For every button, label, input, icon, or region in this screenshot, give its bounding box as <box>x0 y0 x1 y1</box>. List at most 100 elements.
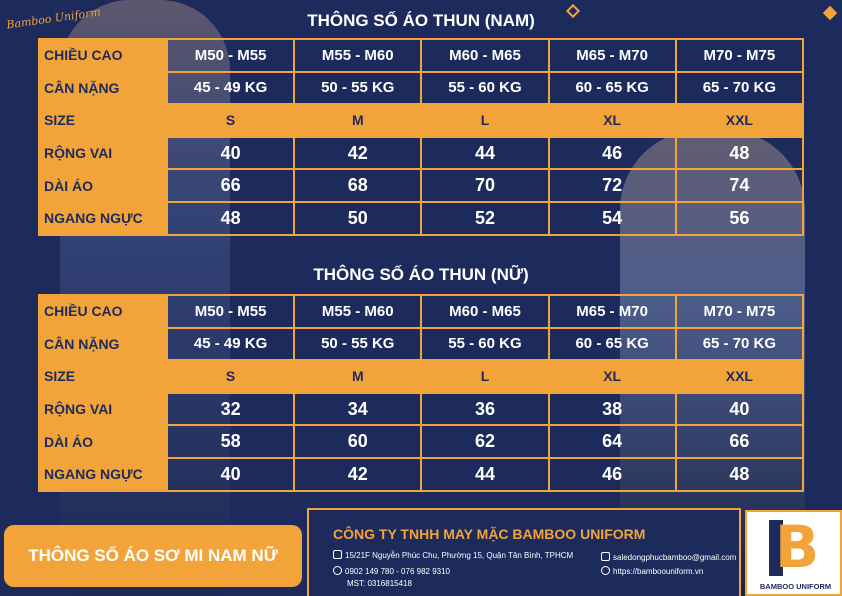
website-link[interactable]: https://bamboouniform.vn <box>613 567 704 576</box>
table-cell: 58 <box>165 424 296 459</box>
table-cell: M60 - M65 <box>420 294 550 329</box>
table-cell: 60 <box>293 424 423 459</box>
table-cell: M50 - M55 <box>165 38 296 73</box>
table-cell: 50 <box>293 200 423 236</box>
email-link[interactable]: saledongphucbamboo@gmail.com <box>613 553 737 562</box>
table-cell: 66 <box>165 168 296 203</box>
table-cell: 50 - 55 KG <box>293 326 423 362</box>
table-cell: 64 <box>547 424 677 459</box>
table-cell: 54 <box>547 200 677 236</box>
table-cell: S <box>165 359 296 394</box>
address-text: 15/21F Nguyễn Phúc Chu, Phường 15, Quận … <box>345 551 574 560</box>
size-table-women: CHIỀU CAO M50 - M55 M55 - M60 M60 - M65 … <box>38 294 805 492</box>
logo-letter-shape: B <box>775 513 820 581</box>
table-cell: 40 <box>165 135 296 171</box>
row-label: DÀI ÁO <box>38 168 168 203</box>
table-cell: 40 <box>165 456 296 492</box>
address-line: 15/21F Nguyễn Phúc Chu, Phường 15, Quận … <box>333 550 573 560</box>
table-cell: M60 - M65 <box>420 38 550 73</box>
table-cell: M50 - M55 <box>165 294 296 329</box>
table-row: NGANG NGỰC 40 42 44 46 48 <box>38 456 805 492</box>
table-cell: 46 <box>547 456 677 492</box>
row-label: CHIỀU CAO <box>38 38 168 73</box>
table-row: DÀI ÁO 66 68 70 72 74 <box>38 168 805 203</box>
table-cell: M55 - M60 <box>293 38 423 73</box>
table-cell: S <box>165 103 296 138</box>
table-title-women: THÔNG SỐ ÁO THUN (NỮ) <box>313 265 529 284</box>
email-line: saledongphucbamboo@gmail.com <box>601 552 736 562</box>
table-cell: 34 <box>293 391 423 427</box>
row-label: NGANG NGỰC <box>38 456 168 492</box>
row-label: CÂN NẶNG <box>38 326 168 362</box>
table-cell: 48 <box>674 456 805 492</box>
table-cell: 55 - 60 KG <box>420 326 550 362</box>
row-label: RỘNG VAI <box>38 135 168 171</box>
table-cell: 45 - 49 KG <box>165 70 296 106</box>
table-cell: 65 - 70 KG <box>674 70 805 106</box>
table-cell: 60 - 65 KG <box>547 70 677 106</box>
table-cell: M65 - M70 <box>547 294 677 329</box>
table-cell: 32 <box>165 391 296 427</box>
globe-icon <box>601 566 610 575</box>
table-cell: 40 <box>674 391 805 427</box>
table-row: NGANG NGỰC 48 50 52 54 56 <box>38 200 805 236</box>
table-cell: 38 <box>547 391 677 427</box>
row-label: NGANG NGỰC <box>38 200 168 236</box>
table-row: CHIỀU CAO M50 - M55 M55 - M60 M60 - M65 … <box>38 38 805 73</box>
table-cell: XXL <box>674 359 805 394</box>
table-cell: 66 <box>674 424 805 459</box>
table-cell: XL <box>547 359 677 394</box>
row-label: CHIỀU CAO <box>38 294 168 329</box>
row-label: RỘNG VAI <box>38 391 168 427</box>
phone-text: 0902 149 780 - 076 982 9310 <box>345 567 450 576</box>
logo-text: BAMBOO UNIFORM <box>759 582 832 591</box>
table-row: CHIỀU CAO M50 - M55 M55 - M60 M60 - M65 … <box>38 294 805 329</box>
table-cell: 44 <box>420 456 550 492</box>
table-cell: 45 - 49 KG <box>165 326 296 362</box>
phone-line: 0902 149 780 - 076 982 9310 <box>333 566 450 576</box>
table-cell: 50 - 55 KG <box>293 70 423 106</box>
table-cell: M70 - M75 <box>674 294 805 329</box>
table-cell: 62 <box>420 424 550 459</box>
company-info-box: CÔNG TY TNHH MAY MẶC BAMBOO UNIFORM 15/2… <box>307 508 741 596</box>
location-icon <box>333 550 342 559</box>
table-cell: 52 <box>420 200 550 236</box>
website-line: https://bamboouniform.vn <box>601 566 703 576</box>
table-cell: 42 <box>293 135 423 171</box>
phone-icon <box>333 566 342 575</box>
table-row: CÂN NẶNG 45 - 49 KG 50 - 55 KG 55 - 60 K… <box>38 326 805 362</box>
table-cell: 48 <box>674 135 805 171</box>
email-icon <box>601 552 610 561</box>
table-cell: L <box>420 359 550 394</box>
table-title-men: THÔNG SỐ ÁO THUN (NAM) <box>307 11 535 30</box>
table-cell: M65 - M70 <box>547 38 677 73</box>
row-label: DÀI ÁO <box>38 424 168 459</box>
table-row: RỘNG VAI 40 42 44 46 48 <box>38 135 805 171</box>
table-cell: M <box>293 359 423 394</box>
table-cell: 55 - 60 KG <box>420 70 550 106</box>
table-row: RỘNG VAI 32 34 36 38 40 <box>38 391 805 427</box>
table-cell: 68 <box>293 168 423 203</box>
row-label: CÂN NẶNG <box>38 70 168 106</box>
table-cell: 70 <box>420 168 550 203</box>
table-cell: M70 - M75 <box>674 38 805 73</box>
table-cell: 65 - 70 KG <box>674 326 805 362</box>
table-row: DÀI ÁO 58 60 62 64 66 <box>38 424 805 459</box>
table-cell: XL <box>547 103 677 138</box>
row-label: SIZE <box>38 103 168 138</box>
table-row: SIZE S M L XL XXL <box>38 359 805 394</box>
table-cell: 44 <box>420 135 550 171</box>
table-cell: M55 - M60 <box>293 294 423 329</box>
table-cell: 74 <box>674 168 805 203</box>
tax-code: MST: 0316815418 <box>347 579 412 588</box>
logo-bar-shape <box>769 520 783 576</box>
company-name: CÔNG TY TNHH MAY MẶC BAMBOO UNIFORM <box>333 526 646 542</box>
table-cell: 48 <box>165 200 296 236</box>
row-label: SIZE <box>38 359 168 394</box>
table-cell: 46 <box>547 135 677 171</box>
table-cell: 72 <box>547 168 677 203</box>
table-cell: 42 <box>293 456 423 492</box>
table-row: CÂN NẶNG 45 - 49 KG 50 - 55 KG 55 - 60 K… <box>38 70 805 106</box>
table-cell: 36 <box>420 391 550 427</box>
table-cell: M <box>293 103 423 138</box>
